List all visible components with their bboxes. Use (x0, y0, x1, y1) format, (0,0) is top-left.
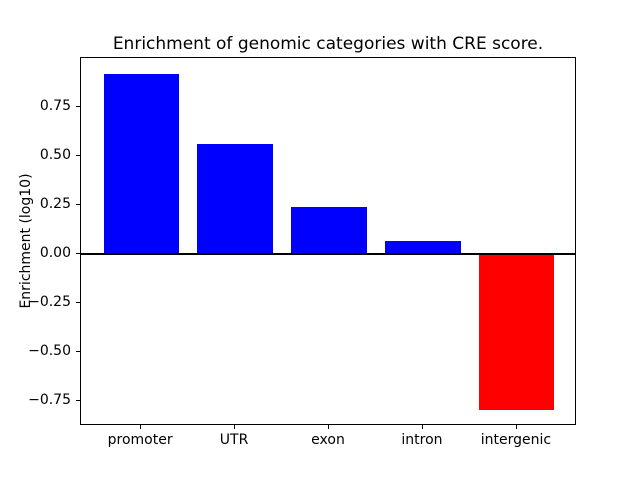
y-tick-label-0.75: 0.75 (39, 97, 71, 114)
x-tick-label-promoter: promoter (107, 432, 173, 448)
x-tick-mark-intron (421, 425, 423, 429)
x-tick-label-exon: exon (311, 432, 345, 448)
chart-title: Enrichment of genomic categories with CR… (112, 34, 544, 54)
y-tick-mark-−0.75 (76, 399, 80, 401)
y-tick-label-−0.75: −0.75 (28, 391, 71, 408)
y-tick-label-0.00: 0.00 (39, 244, 71, 261)
plot-area (80, 57, 576, 425)
bar-UTR (197, 144, 273, 254)
bar-intron (385, 241, 461, 254)
x-tick-mark-promoter (140, 425, 142, 429)
y-tick-mark-−0.25 (76, 301, 80, 303)
bar-intergenic (479, 253, 555, 411)
y-tick-mark-−0.50 (76, 350, 80, 352)
x-tick-mark-UTR (234, 425, 236, 429)
y-tick-label-0.50: 0.50 (39, 146, 71, 163)
x-tick-mark-exon (328, 425, 329, 429)
y-axis-label: Enrichment (log10) (18, 173, 34, 309)
y-tick-mark-0.50 (76, 154, 80, 156)
x-tick-label-UTR: UTR (219, 432, 249, 448)
y-tick-mark-0.25 (76, 203, 80, 205)
zero-line (81, 252, 575, 255)
x-tick-mark-intergenic (515, 425, 517, 429)
y-tick-label-−0.50: −0.50 (28, 342, 71, 359)
bar-promoter (103, 73, 179, 254)
bars-layer (81, 58, 575, 424)
y-tick-label-0.25: 0.25 (39, 195, 71, 212)
x-tick-label-intron: intron (401, 432, 443, 448)
y-tick-mark-0.00 (76, 252, 80, 254)
bar-exon (291, 206, 367, 254)
x-tick-label-intergenic: intergenic (480, 432, 552, 448)
y-tick-label-−0.25: −0.25 (28, 293, 71, 310)
y-tick-mark-0.75 (76, 105, 80, 107)
